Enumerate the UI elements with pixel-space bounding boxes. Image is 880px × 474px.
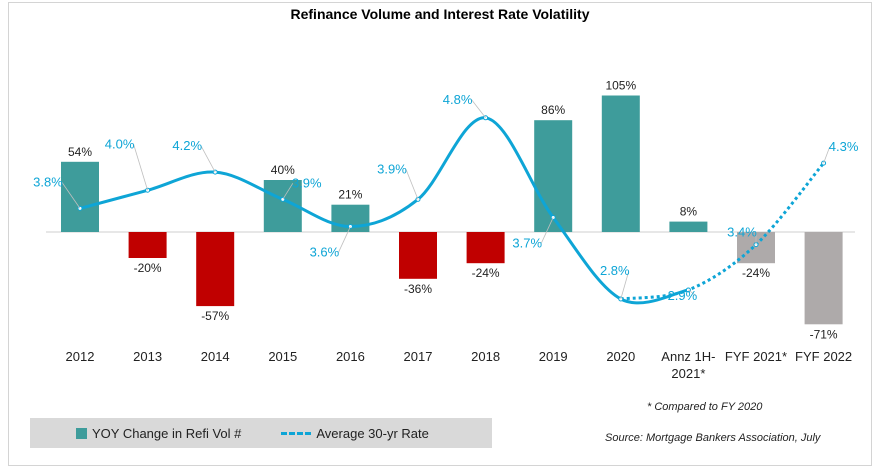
category-tick-label: 2020	[606, 349, 635, 364]
rate-label-leader	[471, 99, 486, 119]
bar	[534, 120, 573, 232]
rate-label-leader	[405, 169, 419, 200]
category-tick-label: 2016	[336, 349, 365, 364]
rate-value-label: 3.7%	[512, 235, 542, 250]
rate-value-label: 4.3%	[829, 139, 859, 154]
rate-label-leader	[282, 183, 294, 200]
bar-value-label: -57%	[201, 309, 229, 323]
chart-title: Refinance Volume and Interest Rate Volat…	[290, 6, 590, 22]
rate-value-label: 2.8%	[600, 263, 630, 278]
rate-label-leader	[133, 144, 148, 191]
bar-value-label: -20%	[134, 261, 162, 275]
bar-value-label: -36%	[404, 282, 432, 296]
rate-value-label: 3.6%	[310, 245, 340, 260]
rate-label-leader	[200, 145, 216, 173]
bar	[466, 232, 505, 264]
legend-item-bars: YOY Change in Refi Vol #	[76, 426, 241, 441]
bar-value-label: 86%	[541, 103, 565, 117]
category-tick-label: 2015	[268, 349, 297, 364]
rate-value-label: 3.8%	[33, 174, 63, 189]
rate-line-solid	[79, 116, 689, 305]
rate-label-leader	[540, 217, 554, 244]
rate-line-dotted	[620, 162, 825, 301]
bar	[601, 95, 640, 232]
bar-value-label: 21%	[338, 188, 362, 202]
footnote: * Compared to FY 2020	[647, 401, 763, 413]
bar-value-label: 105%	[605, 79, 636, 93]
rate-label-leader	[338, 226, 351, 253]
rate-value-label: 3.9%	[292, 175, 322, 190]
rate-value-label: 3.4%	[727, 225, 757, 240]
legend: YOY Change in Refi Vol # Average 30-yr R…	[30, 418, 492, 448]
bar	[128, 232, 167, 258]
rate-label-leader	[61, 182, 81, 209]
bar-value-label: -24%	[472, 266, 500, 280]
category-tick-label: 2019	[539, 349, 568, 364]
bar-value-label: 8%	[680, 205, 698, 219]
category-tick-label: FYF 2021*	[725, 349, 787, 364]
rate-value-label: 2.9%	[668, 288, 698, 303]
category-tick-label: FYF 2022	[795, 349, 852, 364]
bar-value-label: -71%	[810, 327, 838, 341]
rate-label-leader	[620, 270, 630, 300]
bar	[399, 232, 437, 279]
source-note: Source: Mortgage Bankers Association, Ju…	[605, 432, 821, 444]
rate-value-label: 4.8%	[443, 92, 473, 107]
rate-label-leader	[688, 289, 697, 297]
legend-line-swatch	[281, 431, 312, 435]
category-tick-label: 2014	[201, 349, 230, 364]
category-tick-label: 2013	[133, 349, 162, 364]
bar	[61, 161, 99, 232]
bar-value-label: -24%	[742, 266, 770, 280]
rate-label-leader	[823, 146, 830, 164]
legend-bar-label: YOY Change in Refi Vol #	[92, 425, 242, 441]
category-tick-label: 2017	[404, 349, 433, 364]
rate-value-label: 4.2%	[172, 138, 202, 153]
category-tick-label: 2018	[471, 349, 500, 364]
legend-line-label: Average 30-yr Rate	[316, 425, 429, 441]
rate-value-label: 4.0%	[105, 136, 135, 151]
rate-value-label: 3.9%	[377, 161, 407, 176]
bar	[669, 221, 708, 232]
bar	[804, 232, 843, 325]
bar	[196, 232, 235, 307]
bar-value-label: 40%	[271, 163, 295, 177]
legend-bar-swatch	[76, 427, 87, 439]
legend-item-line: Average 30-yr Rate	[281, 426, 429, 441]
category-tick-label: 2012	[66, 349, 95, 364]
bar-value-label: 54%	[68, 145, 92, 159]
category-tick-label: Annz 1H-2021*	[661, 349, 715, 381]
